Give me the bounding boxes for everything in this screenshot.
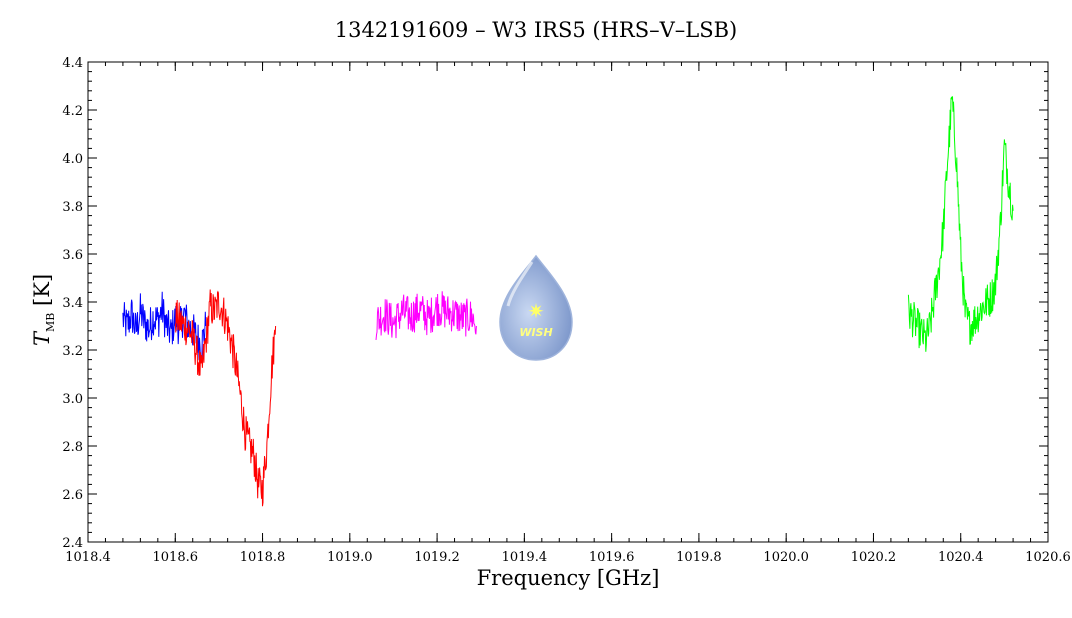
x-tick-label: 1019.6 (589, 550, 635, 565)
y-tick-label: 3.0 (62, 392, 83, 407)
y-tick-label: 4.0 (62, 152, 83, 167)
x-tick-label: 1019.2 (414, 550, 460, 565)
y-tick-label: 3.4 (62, 296, 83, 311)
y-tick-label: 4.4 (62, 56, 83, 71)
y-tick-label: 4.2 (62, 104, 83, 119)
y-tick-label: 3.2 (62, 344, 83, 359)
logo-text: WISH (519, 326, 552, 339)
x-tick-label: 1018.4 (65, 550, 111, 565)
series-line-3 (907, 96, 1014, 352)
x-tick-label: 1020.2 (851, 550, 897, 565)
star-icon: ✷ (528, 299, 545, 323)
chart-title: 1342191609 – W3 IRS5 (HRS–V–LSB) (334, 18, 738, 42)
series-line-1 (174, 289, 277, 507)
series-line-2 (375, 291, 477, 340)
x-tick-label: 1019.4 (502, 550, 548, 565)
x-tick-label: 1019.8 (676, 550, 722, 565)
plot-frame (87, 61, 1049, 543)
y-tick-label: 2.4 (62, 536, 83, 551)
drop-highlight (506, 261, 534, 307)
x-tick-label: 1020.0 (763, 550, 809, 565)
y-tick-label: 2.6 (62, 488, 83, 503)
x-tick-label: 1018.8 (240, 550, 286, 565)
y-tick-label: 2.8 (62, 440, 83, 455)
x-tick-label: 1020.6 (1025, 550, 1071, 565)
wish-logo: ✷ WISH (499, 254, 573, 361)
x-tick-label: 1018.6 (153, 550, 199, 565)
y-tick-label: 3.6 (62, 248, 83, 263)
y-tick-label: 3.8 (62, 200, 83, 215)
y-axis-label: TMB [K] (30, 273, 57, 346)
x-tick-label: 1020.4 (938, 550, 984, 565)
x-axis-label: Frequency [GHz] (476, 566, 660, 590)
series-line-0 (122, 291, 207, 362)
x-tick-label: 1019.0 (327, 550, 373, 565)
